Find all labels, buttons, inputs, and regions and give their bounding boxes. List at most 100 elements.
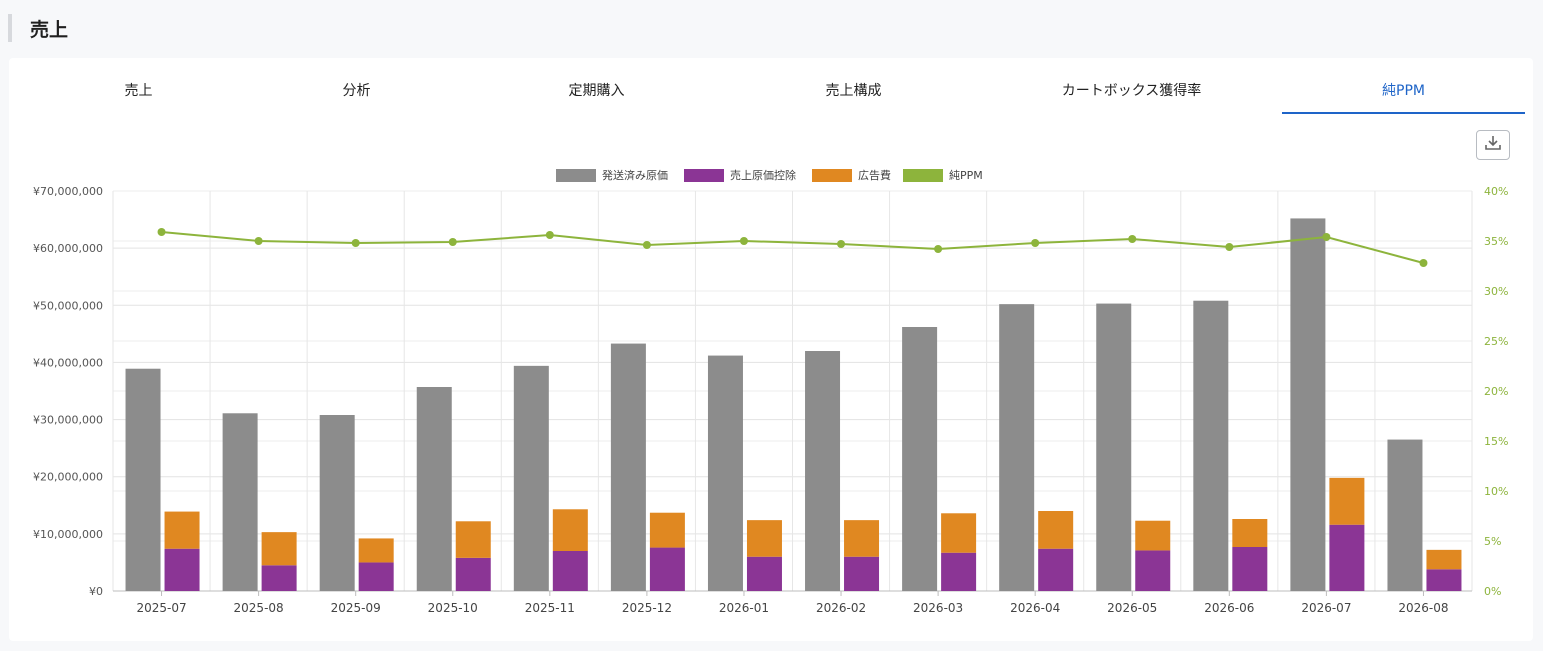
x-tick-label: 2026-08: [1398, 601, 1448, 615]
tab-subscription[interactable]: 定期購入: [568, 83, 625, 99]
tab-sales-composition[interactable]: 売上構成: [825, 83, 882, 99]
net-ppm-point: [739, 237, 748, 245]
bar-cost-deduction: [552, 551, 588, 591]
y-left-tick-label: ¥60,000,000: [33, 242, 103, 255]
x-tick-label: 2026-05: [1107, 601, 1157, 615]
bar-shipped-cost: [1290, 218, 1326, 591]
net-ppm-point: [1031, 239, 1040, 247]
bar-shipped-cost: [902, 327, 938, 591]
y-left-tick-label: ¥20,000,000: [33, 471, 103, 484]
y-right-tick-label: 35%: [1484, 235, 1508, 248]
legend-label: 広告費: [858, 168, 891, 182]
page-header: 売上: [8, 14, 68, 42]
x-tick-label: 2025-11: [525, 601, 575, 615]
y-left-tick-label: ¥40,000,000: [33, 356, 103, 369]
y-right-tick-label: 0%: [1484, 585, 1501, 598]
bar-shipped-cost: [319, 415, 355, 591]
net-ppm-point: [448, 238, 457, 246]
bar-cost-deduction: [1426, 569, 1462, 591]
bar-cost-deduction: [164, 548, 200, 591]
bar-ad-cost: [1135, 520, 1171, 551]
bar-ad-cost: [261, 532, 297, 566]
y-axis-left: ¥0 ¥10,000,000 ¥20,000,000 ¥30,000,000 ¥40,0…: [33, 185, 103, 598]
legend-swatch: [684, 169, 724, 182]
bar-cost-deduction: [746, 556, 782, 591]
bar-ad-cost: [164, 511, 200, 549]
legend: 発送済み原価 売上原価控除 広告費 純PPM: [556, 168, 983, 182]
x-tick-label: 2025-10: [428, 601, 478, 615]
bar-ad-cost: [1329, 477, 1365, 525]
y-left-tick-label: ¥50,000,000: [33, 299, 103, 312]
y-left-tick-label: ¥0: [89, 585, 103, 598]
download-button[interactable]: [1476, 130, 1510, 160]
tab-analysis[interactable]: 分析: [342, 83, 371, 99]
bar-ad-cost: [455, 521, 491, 558]
x-tick-label: 2025-07: [136, 601, 186, 615]
bar-ad-cost: [941, 513, 977, 553]
net-ppm-point: [545, 231, 554, 239]
net-ppm-point: [934, 245, 943, 253]
x-tick-label: 2026-07: [1301, 601, 1351, 615]
y-right-tick-label: 20%: [1484, 385, 1508, 398]
y-axis-right: 0% 5% 10% 15% 20% 25% 30% 35% 40%: [1484, 185, 1508, 598]
net-ppm-point: [1128, 235, 1137, 243]
x-tick-label: 2026-01: [719, 601, 769, 615]
bar-shipped-cost: [707, 355, 743, 591]
bar-cost-deduction: [1135, 550, 1171, 591]
x-axis: 2025-07 2025-08 2025-09 2025-10 2025-11 2025-…: [136, 591, 1449, 615]
bar-shipped-cost: [1096, 303, 1132, 591]
net-ppm-point: [1419, 259, 1428, 267]
bar-ad-cost: [358, 538, 394, 563]
net-ppm-point: [642, 241, 651, 249]
legend-swatch: [812, 169, 852, 182]
y-right-tick-label: 10%: [1484, 485, 1508, 498]
y-right-tick-label: 5%: [1484, 535, 1501, 548]
bars: [125, 218, 1462, 591]
legend-label: 売上原価控除: [730, 168, 796, 182]
y-left-tick-label: ¥30,000,000: [33, 414, 103, 427]
grid-lines: [112, 190, 1473, 592]
x-tick-label: 2026-04: [1010, 601, 1060, 615]
bar-shipped-cost: [1387, 439, 1423, 591]
net-ppm-point: [1225, 243, 1234, 251]
bar-ad-cost: [1232, 519, 1268, 547]
tab-cartbox-rate[interactable]: カートボックス獲得率: [1061, 83, 1202, 99]
y-right-tick-label: 15%: [1484, 435, 1508, 448]
tab-sales[interactable]: 売上: [124, 83, 153, 99]
bar-cost-deduction: [1038, 548, 1074, 591]
bar-cost-deduction: [455, 557, 491, 591]
legend-label: 純PPM: [949, 169, 983, 182]
y-right-tick-label: 40%: [1484, 185, 1508, 198]
x-tick-label: 2025-09: [331, 601, 381, 615]
y-right-tick-label: 25%: [1484, 335, 1508, 348]
bar-ad-cost: [552, 509, 588, 551]
bar-shipped-cost: [999, 304, 1035, 591]
x-tick-label: 2026-02: [816, 601, 866, 615]
bar-ad-cost: [1426, 549, 1462, 570]
legend-swatch: [556, 169, 596, 182]
y-left-tick-label: ¥70,000,000: [33, 185, 103, 198]
bar-shipped-cost: [125, 368, 161, 591]
legend-label: 発送済み原価: [602, 168, 668, 182]
bar-ad-cost: [746, 520, 782, 557]
y-left-tick-label: ¥10,000,000: [33, 528, 103, 541]
tab-bar: 売上 分析 定期購入 売上構成 カートボックス獲得率 純PPM: [9, 58, 1533, 114]
bar-shipped-cost: [1193, 300, 1229, 591]
legend-swatch: [903, 169, 943, 182]
net-ppm-point: [351, 239, 360, 247]
bar-cost-deduction: [1329, 524, 1365, 591]
bar-cost-deduction: [1232, 547, 1268, 591]
y-right-tick-label: 30%: [1484, 285, 1508, 298]
bar-cost-deduction: [358, 562, 394, 591]
bar-shipped-cost: [805, 351, 841, 591]
x-tick-label: 2026-03: [913, 601, 963, 615]
tab-net-ppm[interactable]: 純PPM: [1282, 58, 1525, 114]
page-title: 売上: [30, 18, 69, 41]
x-tick-label: 2026-06: [1204, 601, 1254, 615]
bar-shipped-cost: [416, 387, 452, 591]
bar-ad-cost: [649, 512, 685, 548]
download-icon: [1484, 135, 1502, 155]
bar-shipped-cost: [513, 365, 549, 591]
x-tick-label: 2025-08: [234, 601, 284, 615]
